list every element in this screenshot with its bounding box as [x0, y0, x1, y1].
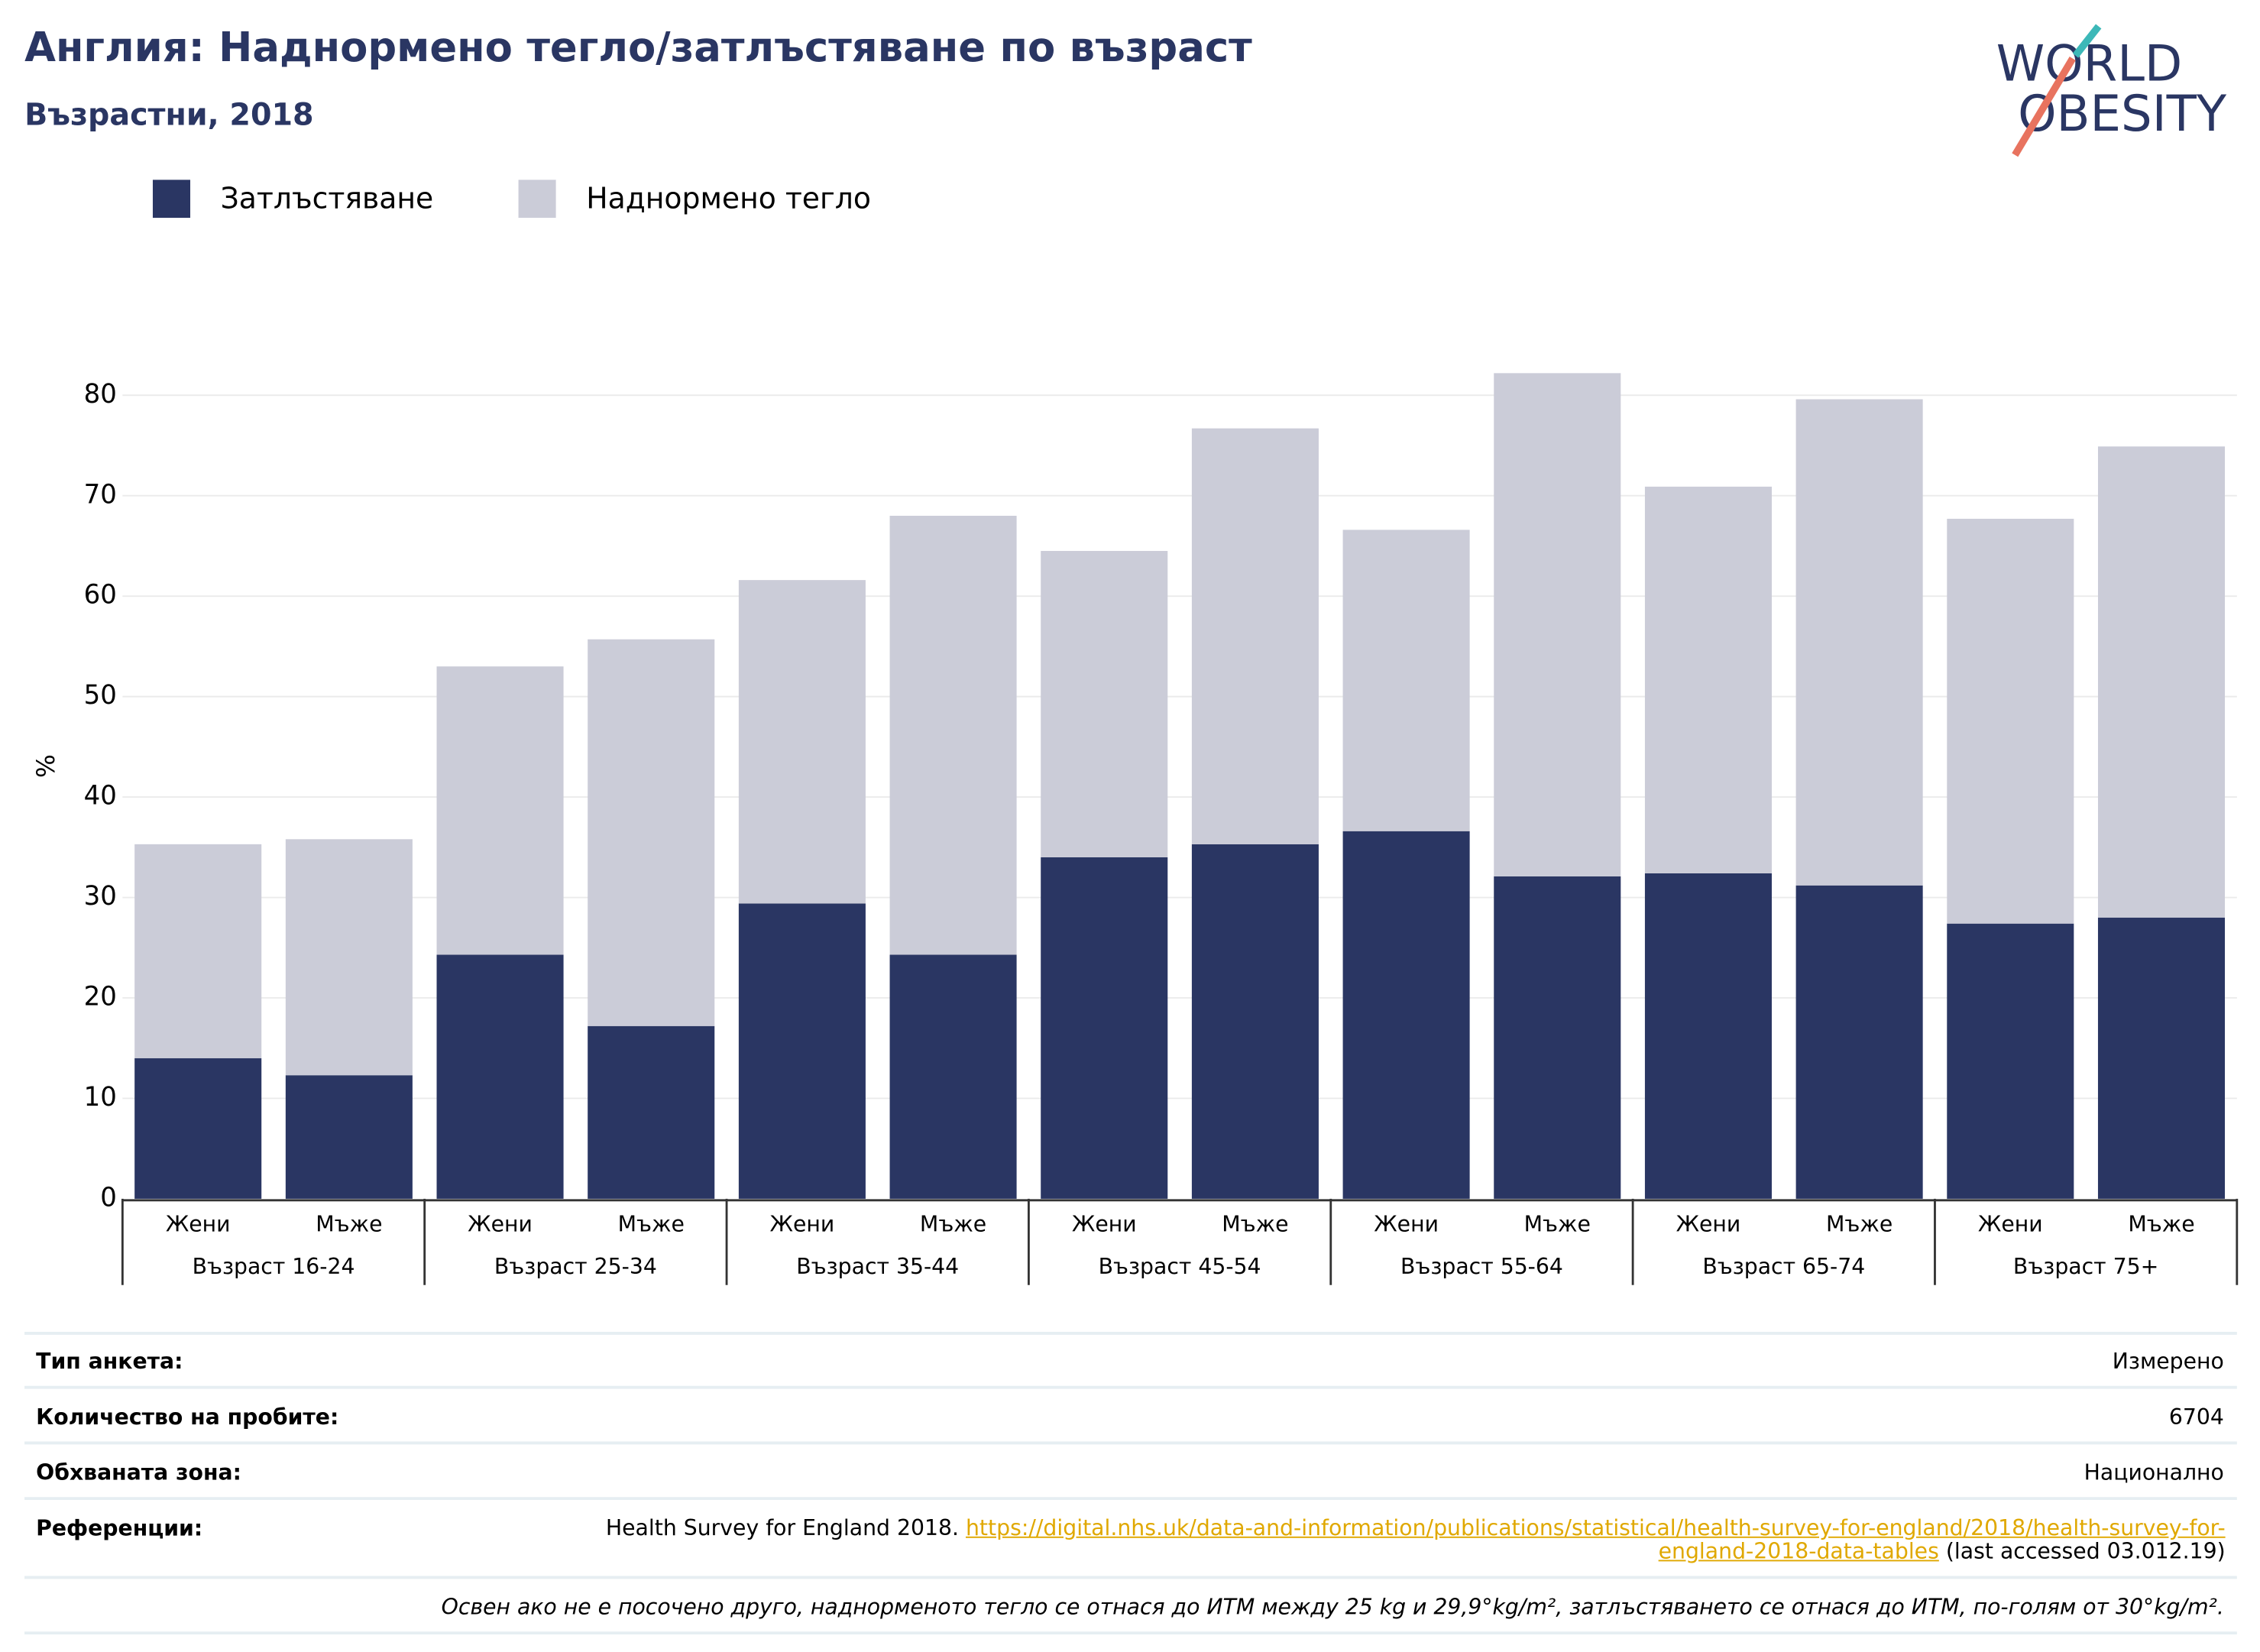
group-label: Възраст 75+	[2013, 1254, 2158, 1279]
bar-segment	[2097, 446, 2226, 918]
row-label: Референции:	[36, 1515, 202, 1540]
chart-title: Англия: Наднормено тегло/затлъстяване по…	[24, 23, 1252, 70]
legend-label: Затлъстяване	[221, 181, 434, 215]
x-tick-label: Жени	[1072, 1211, 1137, 1236]
y-tick-label: 40	[84, 780, 117, 811]
x-tick-label: Жени	[468, 1211, 533, 1236]
y-tick-label: 20	[84, 981, 117, 1012]
group-label: Възраст 55-64	[1400, 1254, 1563, 1279]
bar-segment	[1795, 885, 1923, 1199]
bar-segment	[2097, 917, 2226, 1199]
bar-segment	[1041, 857, 1168, 1199]
bar-segment	[1342, 831, 1470, 1199]
bar-segment	[738, 580, 866, 904]
bar-segment	[1795, 399, 1923, 886]
bar-segment	[134, 1058, 262, 1199]
bar-segment	[1644, 873, 1772, 1199]
y-tick-label: 80	[84, 379, 117, 410]
y-tick-label: 60	[84, 580, 117, 611]
bar-segment	[1494, 373, 1621, 876]
bar-segment	[889, 954, 1017, 1199]
x-tick-label: Жени	[166, 1211, 231, 1236]
reference-link[interactable]: https://digital.nhs.uk/data-and-informat…	[966, 1516, 2226, 1565]
reference: Health Survey for England 2018. https://…	[605, 1516, 2226, 1565]
y-axis-label: %	[31, 754, 60, 778]
bar-segment	[1947, 518, 2074, 924]
bar-segment	[1947, 923, 2074, 1199]
footnote: Освен ако не е посочено друго, наднормен…	[442, 1594, 2224, 1619]
bar-segment	[285, 839, 413, 1076]
group-label: Възраст 45-54	[1099, 1254, 1261, 1279]
row-value: 6704	[2169, 1404, 2224, 1430]
x-tick-label: Мъже	[316, 1211, 382, 1236]
row-label: Обхваната зона:	[36, 1459, 241, 1485]
bar-segment	[588, 639, 715, 1026]
x-tick-label: Мъже	[1524, 1211, 1591, 1236]
bar-segment	[134, 844, 262, 1058]
y-tick-label: 70	[84, 479, 117, 510]
bar-segment	[1644, 486, 1772, 873]
x-tick-label: Жени	[1374, 1211, 1439, 1236]
group-label: Възраст 65-74	[1702, 1254, 1865, 1279]
bar-segment	[1041, 551, 1168, 857]
row-label: Количество на пробите:	[36, 1404, 338, 1430]
bar-segment	[588, 1025, 715, 1199]
bar-segment	[436, 666, 564, 955]
y-tick-label: 30	[84, 881, 117, 912]
group-label: Възраст 16-24	[193, 1254, 355, 1279]
legend-label: Наднормено тегло	[586, 181, 871, 215]
row-value: Измерено	[2113, 1349, 2224, 1374]
legend-swatch	[518, 180, 556, 219]
chart-subtitle: Възрастни, 2018	[24, 97, 314, 132]
logo: WORLD OBESITY	[1996, 24, 2227, 157]
bar-segment	[738, 903, 866, 1199]
logo-slash	[2072, 24, 2102, 58]
bar-segment	[1342, 530, 1470, 831]
legend-swatch	[152, 180, 191, 219]
x-tick-label: Мъже	[920, 1211, 986, 1236]
row-label: Тип анкета:	[36, 1349, 183, 1374]
bar-segment	[1191, 844, 1319, 1199]
x-tick-label: Жени	[1978, 1211, 2043, 1236]
group-label: Възраст 25-34	[494, 1254, 657, 1279]
bar-segment	[285, 1075, 413, 1199]
row-value: Национално	[2084, 1459, 2224, 1485]
y-tick-label: 10	[84, 1082, 117, 1113]
bar-segment	[436, 954, 564, 1199]
x-tick-label: Мъже	[1222, 1211, 1288, 1236]
reference-accessed: (last accessed 03.012.19)	[1945, 1537, 2226, 1565]
bar-segment	[1191, 428, 1319, 844]
reference-text: Health Survey for England 2018. https://…	[605, 1516, 2226, 1565]
logo-text: WORLD	[1996, 35, 2183, 93]
reference-source: Health Survey for England 2018.	[605, 1516, 959, 1541]
y-tick-label: 0	[100, 1182, 117, 1213]
x-tick-label: Жени	[770, 1211, 835, 1236]
x-tick-label: Жени	[1676, 1211, 1741, 1236]
x-tick-label: Мъже	[2128, 1211, 2194, 1236]
x-tick-label: Мъже	[618, 1211, 685, 1236]
bar-segment	[1494, 876, 1621, 1199]
x-tick-label: Мъже	[1826, 1211, 1893, 1236]
bar-segment	[889, 516, 1017, 955]
logo-slash	[2012, 57, 2076, 157]
y-tick-label: 50	[84, 680, 117, 711]
info-table: Тип анкета: Измерено Количество на пробите…	[24, 1331, 2237, 1635]
group-label: Възраст 35-44	[796, 1254, 959, 1279]
